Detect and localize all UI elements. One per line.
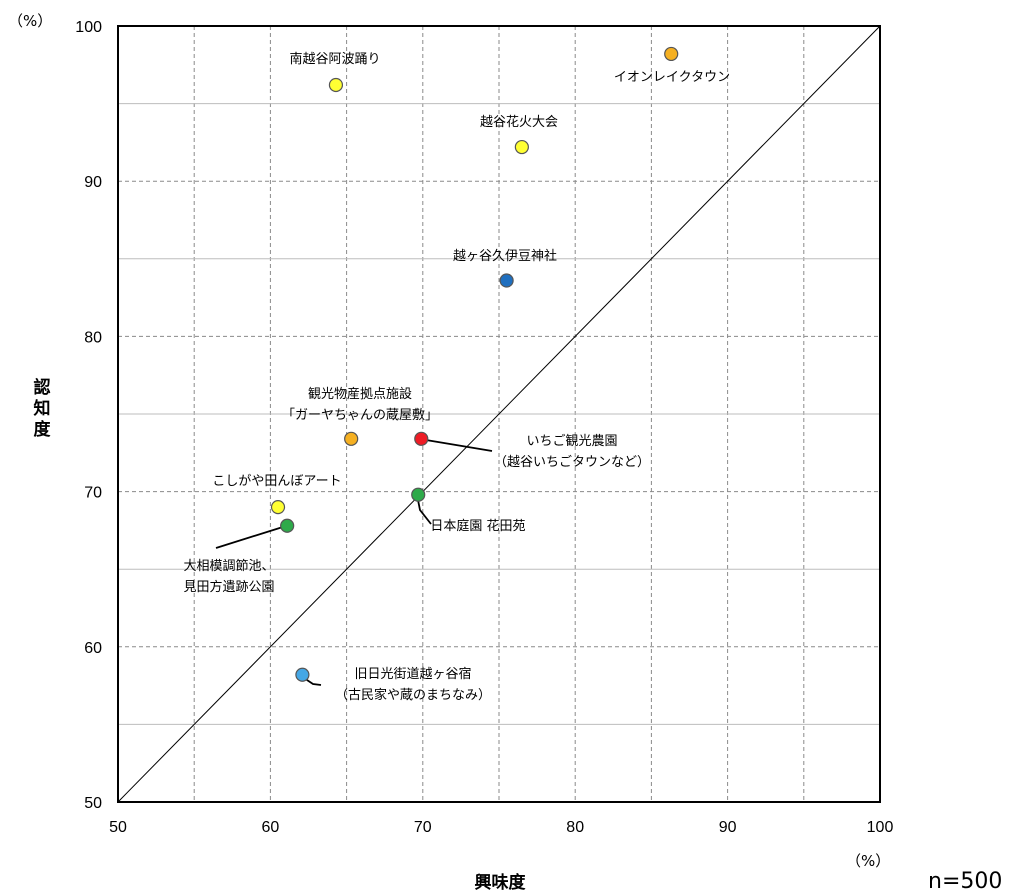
data-point (514, 139, 529, 155)
y-tick-label: 80 (84, 329, 102, 346)
x-tick-label: 60 (262, 819, 280, 836)
point-label: 「ガーヤちゃんの蔵屋敷」 (282, 408, 438, 423)
data-points (270, 46, 679, 682)
tick-labels: 50 60 70 80 90 100 50 60 70 80 90 100 (75, 19, 893, 836)
point-label: イオンレイクタウン (614, 70, 730, 85)
y-axis-unit: （%） (8, 12, 52, 30)
point-label: 旧日光街道越ヶ谷宿 (354, 666, 471, 682)
data-point (414, 431, 429, 446)
y-tick-label: 100 (75, 19, 102, 36)
data-point (411, 487, 426, 502)
y-tick-label: 70 (84, 485, 102, 502)
x-tick-label: 80 (566, 819, 584, 836)
data-point (270, 500, 286, 515)
point-label: 見田方遺跡公園 (183, 579, 274, 595)
point-label: （古民家や蔵のまちなみ） (335, 687, 491, 703)
y-tick-label: 60 (84, 640, 102, 657)
plot-frame (117, 25, 881, 803)
x-tick-label: 100 (867, 819, 894, 836)
point-label: いちご観光農園 (526, 433, 617, 449)
x-tick-label: 50 (109, 819, 127, 836)
y-tick-label: 50 (84, 795, 102, 812)
data-point (344, 431, 359, 446)
x-axis-unit: （%） (846, 852, 890, 870)
y-axis-title: 認知度 (33, 377, 52, 440)
x-tick-label: 90 (719, 819, 737, 836)
point-label: 日本庭園 花田苑 (430, 518, 525, 534)
data-point (280, 518, 295, 533)
x-tick-label: 70 (414, 819, 432, 836)
point-labels: 南越谷阿波踊りイオンレイクタウン越谷花火大会越ヶ谷久伊豆神社観光物産拠点施設「ガ… (183, 51, 730, 703)
point-label: 越ヶ谷久伊豆神社 (453, 248, 557, 264)
point-label: 大相模調節池、 (183, 559, 274, 574)
point-label: （越谷いちごタウンなど） (494, 454, 650, 470)
label-leader-line (419, 438, 493, 452)
point-label: 越谷花火大会 (480, 114, 558, 130)
point-label: 南越谷阿波踊り (289, 51, 380, 67)
data-point (664, 46, 679, 62)
point-label: こしがや田んぼアート (212, 474, 341, 489)
y-tick-label: 90 (84, 174, 102, 191)
data-point (295, 667, 310, 682)
sample-size-note: n=500 (928, 869, 1002, 892)
point-label: 観光物産拠点施設 (308, 386, 412, 402)
data-point (328, 77, 344, 93)
label-leader-line (215, 525, 287, 549)
data-point (499, 273, 514, 288)
reference-diagonal-line (117, 25, 881, 803)
x-axis-title: 興味度 (475, 872, 527, 892)
